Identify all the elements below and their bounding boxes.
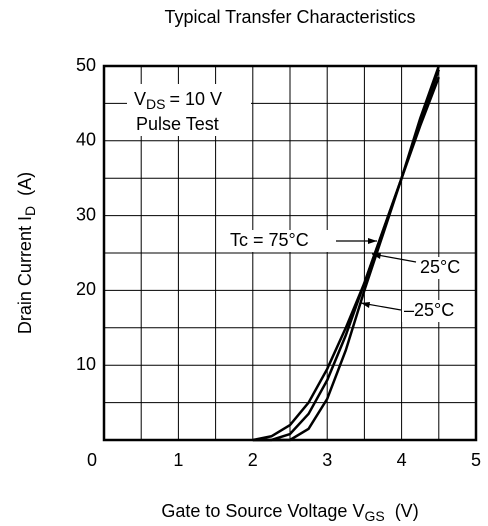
arrow-head <box>372 253 381 259</box>
x-tick-label: 4 <box>397 450 407 470</box>
label-bg <box>402 300 468 322</box>
y-label-unit: (A) <box>15 172 35 206</box>
x-tick-label: 2 <box>248 450 258 470</box>
x-label-main: Gate to Source Voltage V <box>161 501 364 521</box>
y-label-main: Drain Current I <box>15 216 35 334</box>
annotation-vds: VDS = 10 V <box>134 89 222 112</box>
y-tick-label: 10 <box>76 354 96 374</box>
y-tick-label: 20 <box>76 279 96 299</box>
chart-title: Typical Transfer Characteristics <box>164 7 415 27</box>
series-line <box>252 76 440 442</box>
x-tick-label: 0 <box>87 450 97 470</box>
series-label: 25°C <box>420 257 460 277</box>
label-bg <box>418 257 470 279</box>
x-tick-label: 5 <box>471 450 481 470</box>
x-axis-label: Gate to Source Voltage VGS (V) <box>161 501 418 524</box>
x-label-sub: GS <box>364 508 384 524</box>
y-label-sub: D <box>22 206 38 216</box>
annotation-pulse: Pulse Test <box>136 114 219 134</box>
x-tick-label: 3 <box>322 450 332 470</box>
arrow-head <box>361 302 370 308</box>
x-label-unit: (V) <box>385 501 419 521</box>
annotation-box <box>127 84 251 136</box>
series-label: –25°C <box>404 300 454 320</box>
label-bg <box>226 230 336 252</box>
annotation-v: V <box>134 89 146 109</box>
series-line <box>252 69 440 442</box>
y-axis-label: Drain Current ID (A) <box>15 172 38 334</box>
plot-frame <box>102 64 478 442</box>
series-label: Tc = 75°C <box>230 230 309 250</box>
y-tick-label: 50 <box>76 55 96 75</box>
annotation-sub: DS <box>146 96 165 112</box>
y-tick-label: 40 <box>76 130 96 150</box>
annotation-rest: = 10 V <box>169 89 222 109</box>
y-tick-label: 30 <box>76 204 96 224</box>
arrow-head <box>368 238 377 244</box>
x-tick-label: 1 <box>173 450 183 470</box>
